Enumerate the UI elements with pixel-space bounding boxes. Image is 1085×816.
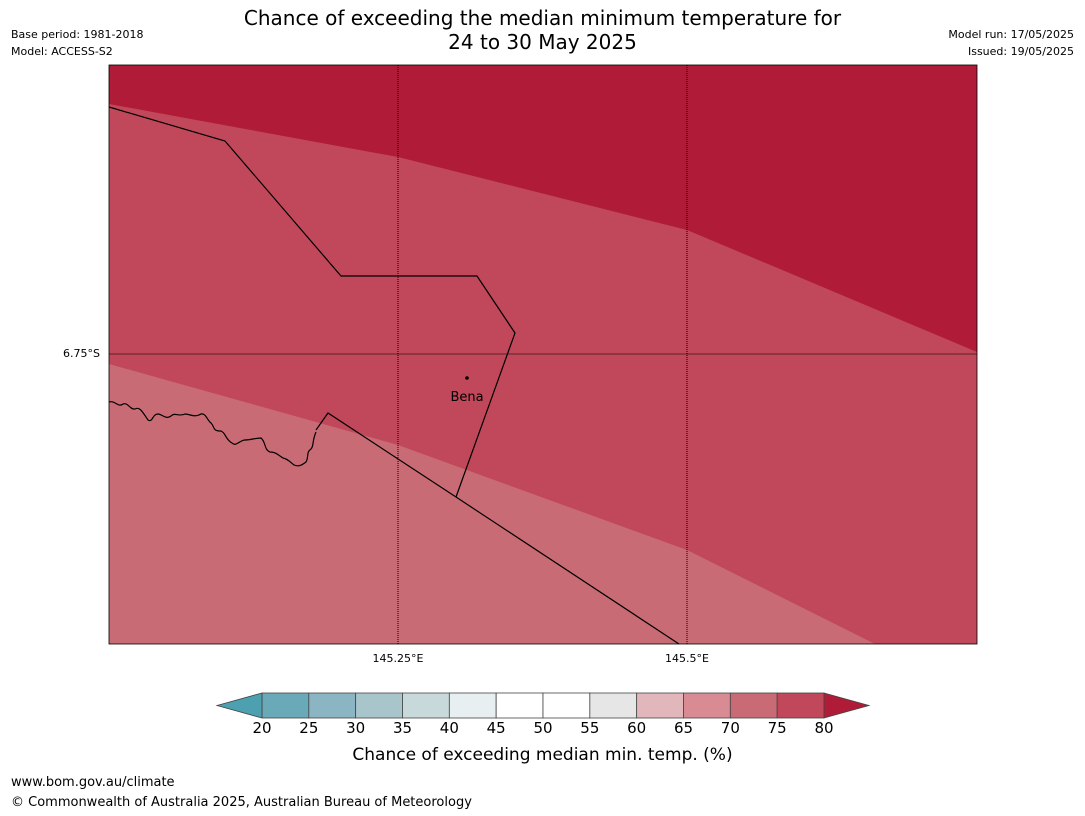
colorbar — [215, 692, 871, 719]
bena-label: Bena — [450, 390, 483, 405]
colorbar-box — [355, 692, 403, 719]
base-period: Base period: 1981-2018 — [11, 28, 144, 41]
colorbar-over-arrow — [823, 692, 871, 719]
lon-label-145-5: 145.5°E — [665, 652, 709, 665]
province-border — [109, 106, 516, 498]
colorbar-box — [589, 692, 638, 719]
colorbar-tick-label: 60 — [627, 719, 647, 737]
colorbar-tick-label: 65 — [673, 719, 694, 737]
colorbar-box — [729, 692, 778, 719]
colorbar-tick-label: 45 — [486, 719, 506, 737]
colorbar-box — [683, 692, 731, 719]
colorbar-box — [776, 692, 825, 719]
map-frame — [108, 64, 978, 645]
lon-label-145-25: 145.25°E — [372, 652, 424, 665]
colorbar-tick-label: 75 — [767, 719, 787, 737]
band-80-plus — [109, 65, 977, 352]
colorbar-box — [261, 692, 310, 719]
colorbar-under-arrow — [215, 692, 263, 719]
coastline — [109, 401, 317, 467]
model-run: Model run: 17/05/2025 — [948, 28, 1074, 41]
colorbar-tick-label: 30 — [346, 719, 366, 737]
model-name: Model: ACCESS-S2 — [11, 45, 113, 58]
colorbar-tick-label: 50 — [533, 719, 553, 737]
meta-right: Model run: 17/05/2025 Issued: 19/05/2025 — [948, 26, 1074, 60]
colorbar-box — [495, 692, 544, 719]
colorbar-tick-label: 20 — [252, 719, 272, 737]
province-border-south — [315, 412, 680, 644]
colorbar-box — [448, 692, 497, 719]
colorbar-tick-label: 25 — [299, 719, 319, 737]
map-title: Chance of exceeding the median minimum t… — [0, 6, 1085, 54]
colorbar-tick-label: 70 — [720, 719, 740, 737]
title-line-1: Chance of exceeding the median minimum t… — [243, 6, 842, 30]
title-line-2: 24 to 30 May 2025 — [448, 30, 637, 54]
footer-url[interactable]: www.bom.gov.au/climate — [11, 775, 175, 790]
issued-date: Issued: 19/05/2025 — [967, 45, 1074, 58]
colorbar-tick-label: 40 — [439, 719, 459, 737]
colorbar-box — [636, 692, 684, 719]
colorbar-tick-label: 55 — [580, 719, 600, 737]
colorbar-tick-label: 80 — [814, 719, 834, 737]
bena-marker — [465, 376, 469, 380]
colorbar-tick-label: 35 — [392, 719, 413, 737]
footer-copyright: © Commonwealth of Australia 2025, Austra… — [11, 795, 472, 810]
colorbar-label: Chance of exceeding median min. temp. (%… — [352, 745, 733, 765]
meta-left: Base period: 1981-2018 Model: ACCESS-S2 — [11, 26, 143, 60]
lat-label: 6.75°S — [63, 347, 100, 360]
colorbar-box — [542, 692, 591, 719]
colorbar-box — [308, 692, 357, 719]
colorbar-box — [402, 692, 450, 719]
